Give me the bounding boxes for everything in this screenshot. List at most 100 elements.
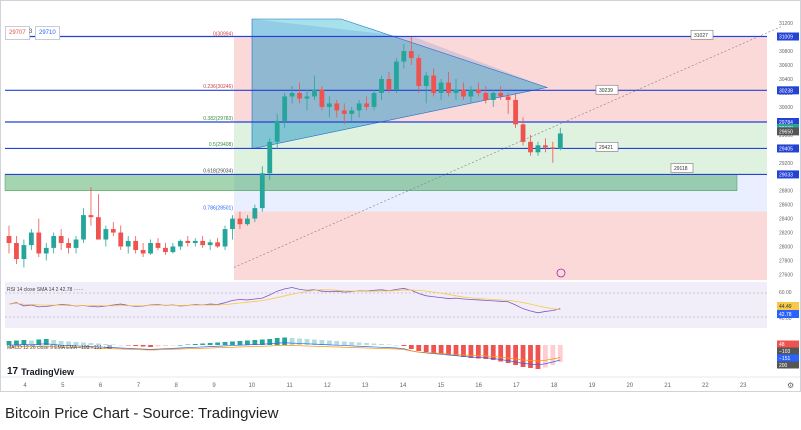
macd-histogram-bar xyxy=(215,342,220,345)
candle-body xyxy=(319,89,325,107)
price-callout-box xyxy=(690,29,714,40)
fib-level-label: 0.236(30246) xyxy=(203,84,233,90)
x-tick-label: 4 xyxy=(23,383,27,389)
x-tick-label: 20 xyxy=(626,383,633,389)
triangle-pattern-shade xyxy=(252,19,547,149)
candle-body xyxy=(200,240,206,246)
candle-body xyxy=(230,218,235,230)
macd-histogram-bar xyxy=(513,345,518,365)
y-tick-label: 30800 xyxy=(779,49,793,55)
candle-body xyxy=(237,218,243,225)
candle-body xyxy=(468,89,474,97)
y-tick-label: 28800 xyxy=(779,189,793,195)
axis-price-badge-label: 30238 xyxy=(779,88,793,94)
candle-body xyxy=(245,218,250,225)
macd-signal-line xyxy=(8,344,561,362)
macd-histogram-bar xyxy=(73,342,79,345)
y-tick-label: 31200 xyxy=(779,21,793,27)
candle-body xyxy=(498,92,504,97)
axis-price-badge-label: 29784 xyxy=(779,120,793,126)
candle-body xyxy=(155,243,161,248)
macd-histogram-bar xyxy=(274,338,280,345)
x-tick-label: 16 xyxy=(475,383,482,389)
macd-indicator-label: MACD 12 26 close 9 EMA EMA −103 −151 +48 xyxy=(7,345,112,351)
price-callout-label: 29421 xyxy=(599,145,613,151)
macd-histogram-bar xyxy=(490,345,496,360)
buy-price-box[interactable]: 29710 xyxy=(35,26,60,40)
macd-histogram-bar xyxy=(267,339,273,345)
image-caption: Bitcoin Price Chart - Source: Tradingvie… xyxy=(5,405,279,422)
y-tick-label: 27600 xyxy=(779,272,793,278)
rsi-sma-line xyxy=(8,289,561,311)
candle-body xyxy=(326,103,332,107)
macd-histogram-bar xyxy=(408,345,414,349)
candle-body xyxy=(21,245,27,260)
candle-body xyxy=(36,232,42,254)
macd-histogram-bar xyxy=(81,342,86,345)
x-tick-label: 5 xyxy=(61,383,65,389)
macd-histogram-bar xyxy=(475,345,481,359)
macd-histogram-bar xyxy=(312,339,317,345)
axis-price-badge xyxy=(777,86,799,95)
y-tick-label: 30400 xyxy=(779,77,793,83)
macd-histogram-bar xyxy=(51,340,57,345)
macd-histogram-bar xyxy=(177,345,183,346)
candle-body xyxy=(341,110,347,114)
tradingview-logo[interactable]: 17 TradingView xyxy=(7,366,74,377)
macd-histogram-bar xyxy=(520,345,526,367)
candle-body xyxy=(334,103,340,111)
macd-histogram-bar xyxy=(259,339,265,345)
candle-body xyxy=(438,82,444,93)
candle-body xyxy=(356,103,362,111)
candle-body xyxy=(364,103,369,107)
macd-histogram-bar xyxy=(557,345,563,362)
y-tick-label: 28400 xyxy=(779,217,793,223)
candle-body xyxy=(379,79,384,93)
macd-histogram-bar xyxy=(289,338,295,345)
candle-body xyxy=(312,89,317,97)
x-tick-label: 14 xyxy=(400,383,407,389)
candle-body xyxy=(125,240,131,247)
macd-histogram-bar xyxy=(14,340,19,345)
candle-body xyxy=(274,120,280,142)
macd-histogram-bar xyxy=(468,345,474,358)
y-tick-label: 29200 xyxy=(779,161,793,167)
price-chart[interactable]: 0(30994) 0.236(30246) 0.382(29783) 0.5(2940… xyxy=(1,1,801,393)
candle-body xyxy=(28,232,34,246)
candle-body xyxy=(349,110,355,114)
macd-histogram-bar xyxy=(364,343,369,345)
candle-body xyxy=(133,240,139,250)
candle-body xyxy=(81,215,86,240)
fib-level-label: 0.786(28501) xyxy=(203,206,233,212)
fib-level-label: 0.618(29034) xyxy=(203,168,233,174)
candle-body xyxy=(259,173,265,209)
macd-histogram-bar xyxy=(379,344,384,345)
y-tick-label: 30000 xyxy=(779,105,793,111)
candle-body xyxy=(58,236,64,244)
order-quantity: 3 xyxy=(29,29,33,35)
candle-body xyxy=(140,249,146,254)
macd-value-badge xyxy=(777,361,799,369)
candle-body xyxy=(520,124,526,142)
x-tick-label: 23 xyxy=(740,383,747,389)
y-tick-label: 28000 xyxy=(779,245,793,251)
candle-body xyxy=(423,75,429,86)
macd-histogram-bar xyxy=(58,341,64,345)
macd-histogram-bar xyxy=(237,341,243,345)
macd-histogram-bar xyxy=(222,342,228,345)
rsi-value-badge-label: 44.49 xyxy=(779,304,792,310)
macd-histogram-bar xyxy=(66,341,71,345)
macd-histogram-bar xyxy=(163,345,168,346)
macd-histogram-bar xyxy=(36,339,42,345)
axis-price-badge-label: 31009 xyxy=(779,35,793,41)
macd-histogram-bar xyxy=(6,341,12,345)
macd-histogram-bar xyxy=(140,345,146,347)
macd-histogram-bar xyxy=(28,340,34,345)
candle-body xyxy=(148,243,153,254)
candle-body xyxy=(386,79,392,90)
sell-price-box[interactable]: 29707 xyxy=(5,26,30,40)
rsi-indicator-label: RSI 14 close SMA 14 2 42.78 ······ xyxy=(7,287,84,293)
macd-value-badge-label: −151 xyxy=(779,356,790,362)
candle-body xyxy=(43,247,49,254)
macd-histogram-bar xyxy=(125,345,131,346)
